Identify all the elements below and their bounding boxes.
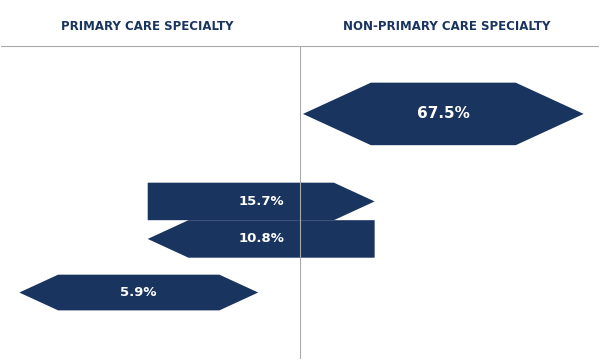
Text: 5.9%: 5.9% (121, 286, 157, 299)
Text: 15.7%: 15.7% (238, 195, 284, 208)
Text: NON-PRIMARY CARE SPECIALTY: NON-PRIMARY CARE SPECIALTY (343, 20, 550, 33)
Text: 67.5%: 67.5% (417, 107, 470, 121)
Polygon shape (303, 83, 584, 145)
Polygon shape (148, 183, 374, 220)
Polygon shape (148, 220, 374, 258)
Text: 10.8%: 10.8% (238, 233, 284, 246)
Polygon shape (19, 275, 258, 310)
Text: PRIMARY CARE SPECIALTY: PRIMARY CARE SPECIALTY (61, 20, 234, 33)
